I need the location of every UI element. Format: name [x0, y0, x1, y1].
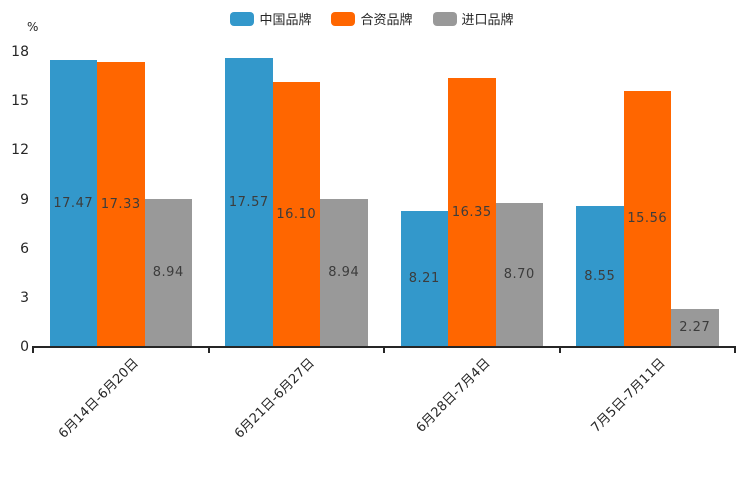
legend-label: 合资品牌 — [360, 13, 413, 28]
bar-value-label: 16.10 — [276, 206, 317, 222]
bar: 8.94 — [144, 199, 192, 346]
bar: 15.56 — [623, 91, 671, 346]
bar-value-label: 16.35 — [451, 204, 492, 220]
bar: 16.35 — [448, 78, 496, 346]
bar-value-label: 8.70 — [503, 267, 535, 282]
bar: 8.94 — [320, 199, 368, 346]
legend-item-2: 合资品牌 — [331, 9, 413, 28]
legend-item-3: 进口品牌 — [432, 9, 514, 28]
y-axis-unit-label: % — [27, 20, 39, 34]
bar-value-label: 8.21 — [408, 271, 440, 286]
bar-value-label: 17.33 — [100, 196, 141, 212]
y-axis-tick-label: 0 — [20, 339, 29, 355]
x-axis-tick — [734, 348, 736, 353]
bar-value-label: 17.57 — [228, 194, 269, 210]
bar: 17.33 — [97, 62, 145, 346]
bar-value-label: 15.56 — [627, 211, 668, 226]
legend-label: 进口品牌 — [461, 13, 514, 28]
x-axis-category-label: 6月14日-6月20日 — [56, 355, 143, 442]
x-axis-category-label: 6月21日-6月27日 — [231, 355, 318, 442]
bar: 17.57 — [225, 58, 273, 346]
legend-swatch-icon — [432, 11, 457, 26]
x-axis-category-label: 6月28日-7月4日 — [413, 355, 494, 436]
y-axis-tick-label: 3 — [20, 289, 29, 306]
bar: 17.47 — [49, 60, 97, 346]
x-axis-tick — [558, 348, 561, 353]
legend-label: 中国品牌 — [259, 13, 312, 28]
y-axis-tick-label: 18 — [11, 44, 29, 60]
y-axis-tick-label: 15 — [11, 93, 29, 110]
legend-swatch-icon — [331, 11, 356, 26]
y-axis-tick-label: 12 — [11, 142, 29, 159]
bar-value-label: 17.47 — [53, 195, 94, 211]
x-axis-tick — [207, 348, 210, 353]
x-axis-tick — [383, 348, 385, 353]
x-axis-category-label: 7月5日-7月11日 — [588, 355, 669, 436]
x-axis-line — [32, 346, 736, 348]
bar: 16.10 — [272, 82, 320, 346]
bar: 8.21 — [400, 211, 448, 346]
bar: 8.55 — [576, 206, 624, 346]
bar-value-label: 2.27 — [679, 320, 711, 335]
legend-item-1: 中国品牌 — [230, 9, 311, 28]
chart-legend: 中国品牌 合资品牌 进口品牌 — [0, 9, 744, 28]
y-axis-tick-label: 9 — [20, 191, 29, 208]
bar-value-label: 8.94 — [328, 265, 360, 280]
bar-value-label: 8.94 — [152, 265, 184, 280]
bar: 2.27 — [671, 309, 719, 346]
bar-value-label: 8.55 — [584, 268, 616, 284]
y-axis-tick-label: 6 — [20, 240, 29, 257]
legend-swatch-icon — [230, 11, 255, 26]
x-axis-tick — [32, 348, 34, 353]
bar: 8.70 — [495, 203, 543, 346]
